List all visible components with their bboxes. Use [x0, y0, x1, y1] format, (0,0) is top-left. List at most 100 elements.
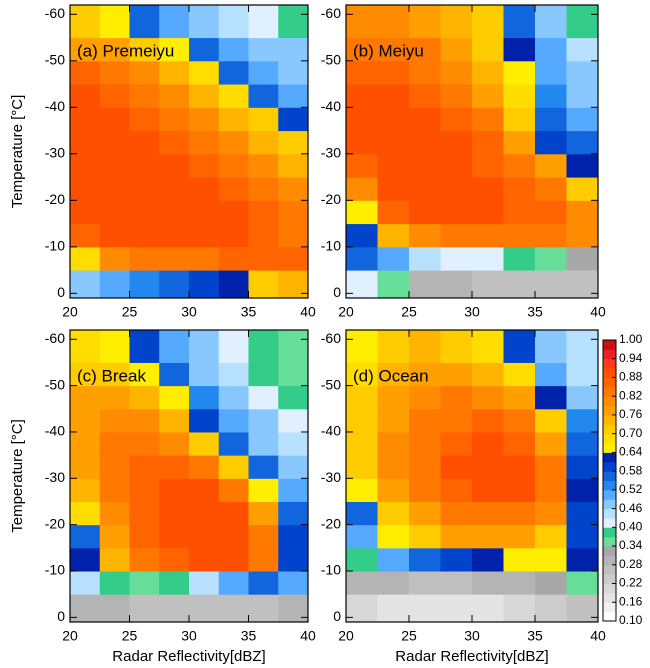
cell: [409, 478, 441, 502]
cell: [189, 153, 220, 178]
cell: [535, 330, 567, 363]
cell: [99, 385, 130, 410]
x-tick-label: 35: [241, 628, 257, 644]
cell: [377, 130, 410, 155]
colorbar-tick-label: 0.88: [619, 370, 643, 384]
colorbar-swatch: [603, 611, 616, 622]
cell: [440, 153, 473, 178]
cell: [189, 408, 220, 433]
y-tick-label: -60: [321, 330, 341, 346]
cell: [377, 246, 410, 271]
cell: [248, 200, 279, 225]
cell: [535, 431, 567, 456]
cell: [472, 223, 504, 248]
x-tick-label: 20: [338, 628, 354, 644]
cell: [377, 107, 410, 132]
x-tick-label: 30: [181, 628, 197, 644]
cell: [218, 200, 249, 225]
cell: [70, 5, 101, 39]
x-tick-label: 25: [122, 628, 138, 644]
cell: [278, 200, 309, 225]
colorbar-tick-label: 1.00: [619, 332, 643, 346]
cell: [248, 246, 279, 271]
cell: [377, 431, 410, 456]
cell: [129, 362, 160, 387]
cell: [99, 547, 130, 572]
cell: [346, 594, 378, 623]
cell: [70, 431, 101, 456]
x-tick-label: 35: [527, 304, 543, 320]
cell: [440, 5, 473, 39]
cell: [218, 223, 249, 248]
x-tick-label: 40: [300, 304, 316, 320]
cell: [129, 84, 160, 108]
cell: [472, 571, 504, 595]
cell: [129, 37, 160, 62]
colorbar-tick-label: 0.22: [619, 576, 643, 590]
cell: [346, 571, 378, 595]
cell: [346, 84, 378, 108]
cell: [503, 330, 536, 363]
cell: [70, 37, 101, 62]
cell: [159, 107, 190, 132]
x-tick-label: 40: [300, 628, 316, 644]
cell: [503, 385, 536, 410]
cell: [472, 130, 504, 155]
cell: [535, 594, 567, 623]
cell: [440, 385, 473, 410]
cell: [409, 501, 441, 526]
cell: [566, 107, 599, 132]
cell: [409, 107, 441, 132]
cell: [218, 408, 249, 433]
cell: [472, 107, 504, 132]
cell: [159, 223, 190, 248]
y-axis-label: Temperature [°C]: [9, 419, 26, 533]
cell: [535, 223, 567, 248]
cell: [440, 455, 473, 479]
cell: [248, 330, 279, 363]
cell: [99, 270, 130, 299]
colorbar-frame: [602, 339, 617, 622]
cell: [70, 330, 101, 363]
cell: [409, 177, 441, 201]
cell: [377, 330, 410, 363]
cell: [248, 362, 279, 387]
cell: [159, 362, 190, 387]
cell: [278, 571, 309, 595]
cell: [503, 455, 536, 479]
cell: [346, 246, 378, 271]
cell: [278, 524, 309, 549]
cell: [377, 408, 410, 433]
colorbar-swatch: [603, 546, 616, 556]
cell: [535, 177, 567, 201]
cell: [566, 200, 599, 225]
cell: [346, 524, 378, 549]
cell: [99, 455, 130, 479]
cell: [377, 478, 410, 502]
cell: [503, 431, 536, 456]
cell: [278, 130, 309, 155]
cell: [566, 60, 599, 85]
panel-title: (b) Meiyu: [353, 41, 424, 60]
cell: [566, 408, 599, 433]
colorbar-swatch: [603, 555, 616, 566]
cell: [535, 501, 567, 526]
cell: [409, 330, 441, 363]
cell: [278, 246, 309, 271]
cell: [440, 478, 473, 502]
colorbar-swatch: [603, 517, 616, 528]
cell: [99, 594, 130, 623]
x-axis-label: Radar Reflectivity[dBZ]: [395, 648, 548, 665]
cell: [535, 478, 567, 502]
colorbar-swatch: [603, 377, 616, 388]
cell: [218, 330, 249, 363]
cell: [218, 37, 249, 62]
cell: [409, 362, 441, 387]
cell: [346, 362, 378, 387]
cell: [278, 594, 309, 623]
cell: [218, 501, 249, 526]
cell: [159, 594, 190, 623]
y-tick-label: -10: [321, 562, 341, 578]
cell: [129, 431, 160, 456]
